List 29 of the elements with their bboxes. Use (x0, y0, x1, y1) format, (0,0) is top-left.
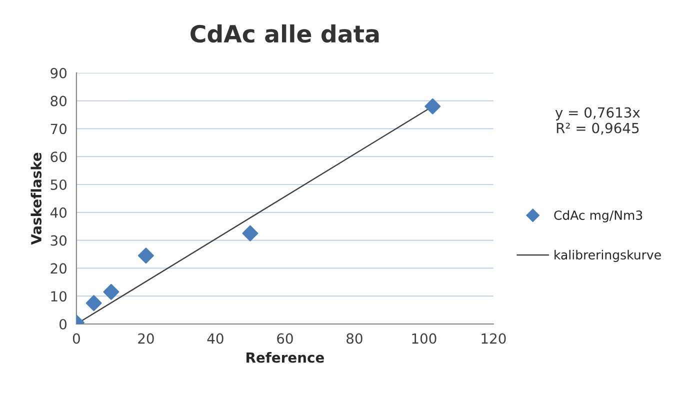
y-tick-label: 90 (50, 68, 66, 78)
point (242, 225, 258, 242)
x-tick-label: 40 (207, 333, 224, 344)
y-tick-label: 40 (50, 207, 66, 218)
x-tick-label: 60 (277, 333, 293, 344)
x-tick-label: 20 (138, 333, 154, 344)
point (103, 284, 120, 300)
y-tick-label: 30 (50, 235, 66, 246)
y-tick-label: 10 (51, 291, 66, 302)
legend-label: CdAc mg/Nm3 (554, 210, 642, 222)
point (138, 248, 154, 264)
text: y = 0,7613x (555, 107, 640, 120)
y-tick-label: 70 (50, 124, 66, 134)
y-tick-label: 50 (50, 179, 66, 190)
x-tick-label: 120 (482, 333, 506, 344)
x-tick-label: 100 (412, 333, 436, 344)
x-tick-label: 0 (72, 333, 80, 344)
text: R² = 0,9645 (556, 122, 639, 135)
y-tick-label: 80 (50, 96, 66, 106)
chart-title: CdAc alle data (190, 24, 379, 43)
legend-label: kalibreringskurve (554, 250, 661, 262)
y-tick-label: 0 (60, 318, 66, 330)
point (86, 295, 102, 312)
point (424, 98, 441, 114)
y-tick-label: 20 (50, 263, 66, 274)
y-tick-label: 60 (50, 152, 66, 162)
y-axis-title: Vaskeflaske (30, 152, 42, 245)
x-axis-title: Reference (246, 352, 324, 363)
x-tick-label: 80 (346, 333, 362, 344)
